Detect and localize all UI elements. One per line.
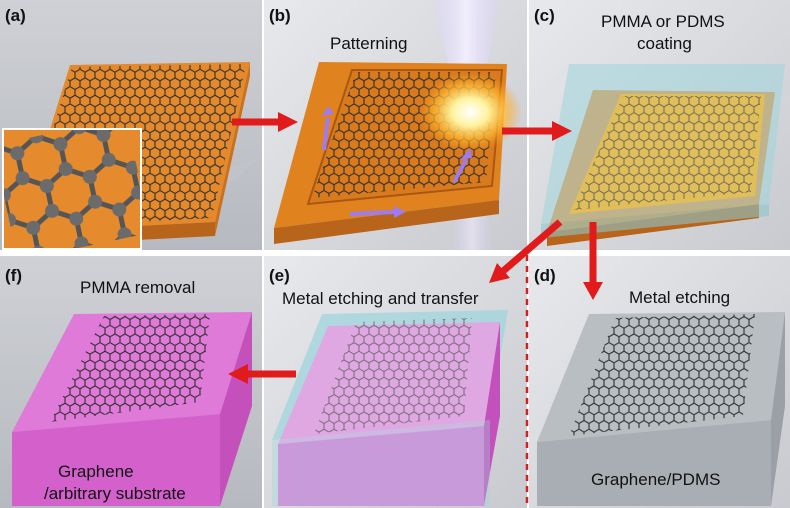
panel-title-e: Metal etching and transfer <box>282 289 479 308</box>
panel-title-c-line1: PMMA or PDMS <box>601 12 725 31</box>
pdms-front <box>537 420 771 506</box>
panel-d: (d) Metal etching Graphene/PDMS <box>529 256 790 508</box>
panel-f-illustration <box>0 256 262 508</box>
panel-label-f: (f) <box>5 266 22 285</box>
panel-label-d: (d) <box>534 266 556 285</box>
panel-e: (e) Metal etching and transfer <box>264 256 527 508</box>
panel-caption-d: Graphene/PDMS <box>591 470 721 489</box>
panel-caption-f-line2: /arbitrary substrate <box>44 484 186 503</box>
panel-label-a: (a) <box>5 6 26 25</box>
graphene-layer <box>50 314 210 422</box>
red-flow-arrow-icon-c-e <box>489 219 563 283</box>
atomic-lattice-inset <box>2 128 142 250</box>
panel-title-f: PMMA removal <box>80 278 196 297</box>
laser-spot <box>418 72 522 152</box>
panel-c: (c) PMMA or PDMS coating <box>529 0 790 250</box>
graphene-atom-lattice-icon <box>4 130 140 248</box>
graphene-layer <box>569 314 755 436</box>
graphene-pattern <box>573 96 761 210</box>
copper-foil-side <box>274 200 499 244</box>
panel-e-illustration <box>264 256 527 508</box>
panel-title-b: Patterning <box>330 34 408 53</box>
pmma-coating-side <box>541 204 769 238</box>
panel-label-b: (b) <box>269 6 291 25</box>
panel-label-e: (e) <box>269 266 290 285</box>
panel-title-c-line2: coating <box>637 34 692 53</box>
red-flow-arrow-icon-e-f <box>228 364 296 384</box>
panel-a: (a) <box>0 0 262 250</box>
red-flow-arrow-icon-b-c <box>502 121 572 141</box>
panel-c-illustration <box>529 0 790 250</box>
substrate-front <box>278 426 484 506</box>
panel-b-illustration <box>264 0 527 250</box>
panel-f: (f) PMMA removal Graphene /arbitrary sub… <box>0 256 262 508</box>
pmma-film-front <box>272 420 490 506</box>
panel-b: (b) Patterning <box>264 0 527 250</box>
panel-label-c: (c) <box>534 6 555 25</box>
substrate-front <box>12 414 220 506</box>
graphene-layer <box>314 318 472 434</box>
red-flow-arrow-icon-a-b <box>232 112 298 132</box>
red-flow-arrow-icon-c-d <box>583 222 603 300</box>
panel-caption-f-line1: Graphene <box>58 462 134 481</box>
panel-title-d: Metal etching <box>629 288 731 307</box>
panel-d-illustration <box>529 256 790 508</box>
